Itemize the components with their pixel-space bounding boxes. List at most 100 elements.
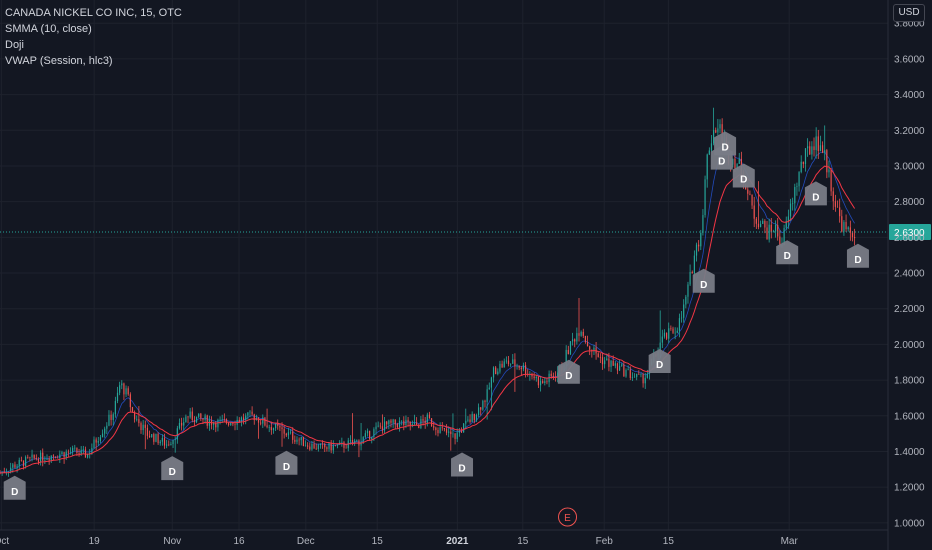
candle-body	[621, 364, 623, 366]
doji-marker-label: D	[11, 487, 18, 498]
candle-body	[228, 423, 230, 425]
candle-body	[751, 194, 753, 206]
legend-indicator-smma[interactable]: SMMA (10, close)	[5, 23, 92, 35]
candle-body	[843, 222, 845, 232]
candle-body	[74, 447, 76, 449]
candle-body	[571, 339, 574, 342]
candle-body	[86, 453, 89, 458]
candle-body	[345, 447, 347, 449]
candle-body	[495, 367, 497, 375]
candle-body	[319, 443, 322, 446]
candle-body	[817, 136, 819, 151]
candle-body	[334, 445, 337, 446]
earnings-marker-circle	[558, 507, 578, 527]
candle-body	[802, 161, 804, 165]
candle-body	[48, 458, 50, 461]
candle-body	[738, 158, 740, 164]
candle-body	[191, 411, 193, 420]
candle-body	[824, 150, 826, 153]
candle-body	[762, 220, 764, 224]
doji-marker-shape	[776, 240, 799, 265]
candle-body	[601, 357, 604, 365]
legend-title[interactable]: CANADA NICKEL CO INC, 15, OTC	[5, 7, 182, 19]
smma-layer	[0, 165, 856, 474]
candle-body	[134, 411, 136, 420]
doji-marker: D	[3, 475, 26, 500]
candle-body	[606, 358, 608, 361]
currency-button[interactable]: USD	[893, 4, 925, 22]
candle-body	[608, 358, 610, 367]
candle-body	[593, 347, 595, 352]
candle-body	[845, 222, 847, 230]
candle-body	[95, 439, 97, 443]
candle-body	[826, 150, 828, 173]
candle-body	[366, 430, 369, 434]
candle-body	[576, 333, 578, 342]
doji-marker: D	[732, 163, 755, 188]
x-tick-label: 19	[89, 536, 101, 547]
candle-body	[448, 431, 450, 433]
candle-body	[202, 418, 204, 420]
candle-body	[510, 363, 512, 365]
candle-body	[354, 440, 356, 443]
candle-body	[12, 464, 14, 468]
candle-body	[396, 424, 398, 428]
doji-marker: D	[692, 268, 715, 293]
candle-body	[257, 417, 260, 423]
doji-marker-label: D	[740, 174, 747, 185]
doji-marker-shape	[846, 243, 869, 268]
earnings-marker-label: E	[564, 513, 571, 524]
candle-body	[362, 437, 364, 442]
candle-body	[127, 388, 129, 395]
grid-layer	[0, 0, 888, 530]
candle-body	[832, 191, 834, 202]
candle-body	[597, 353, 599, 358]
candle-body	[574, 339, 576, 342]
candle-body	[140, 423, 142, 431]
candle-body	[332, 445, 334, 451]
candle-body	[131, 407, 134, 412]
candle-body	[612, 360, 614, 366]
candle-body	[176, 428, 178, 440]
y-tick-label: 2.4000	[894, 269, 925, 280]
candle-body	[678, 318, 681, 331]
candle-body	[390, 420, 392, 423]
candle-body	[296, 439, 298, 442]
candle-body	[307, 445, 309, 447]
candle-body	[272, 428, 275, 431]
candle-body	[157, 434, 159, 444]
candle-body	[854, 237, 856, 239]
doji-marker-label: D	[656, 360, 663, 371]
candle-body	[341, 442, 343, 443]
candle-body	[445, 429, 448, 433]
candle-body	[518, 365, 520, 368]
candle-body	[287, 432, 290, 436]
candle-body	[84, 449, 87, 458]
candle-body	[469, 419, 471, 422]
candle-body	[330, 442, 332, 451]
candle-body	[813, 146, 815, 151]
candle-body	[437, 430, 439, 434]
y-tick-label: 2.2000	[894, 304, 925, 315]
candle-body	[328, 442, 330, 449]
candle-body	[245, 415, 247, 421]
candle-body	[121, 383, 123, 386]
candle-body	[792, 203, 794, 204]
candle-body	[217, 419, 219, 428]
candle-body	[629, 369, 631, 378]
candle-body	[535, 376, 537, 379]
doji-marker: D	[161, 456, 184, 481]
candle-body	[633, 376, 636, 378]
candle-body	[766, 227, 768, 240]
doji-marker-shape	[451, 452, 474, 477]
legend-indicator-doji[interactable]: Doji	[5, 39, 24, 51]
x-tick-label: Oct	[0, 536, 9, 547]
candle-body	[3, 471, 5, 473]
candle-body	[116, 392, 119, 402]
candle-body	[631, 377, 634, 378]
legend-indicator-vwap[interactable]: VWAP (Session, hlc3)	[5, 55, 113, 67]
candle-body	[123, 383, 125, 395]
candle-body	[463, 423, 465, 433]
